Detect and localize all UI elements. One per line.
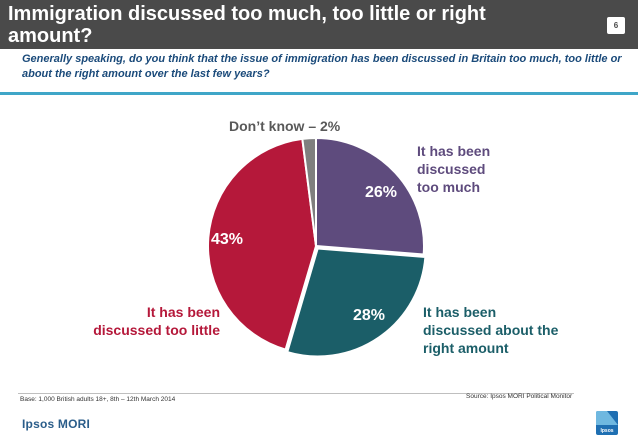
pie-slice xyxy=(286,247,427,358)
slice-label-line: It has been xyxy=(423,304,497,320)
subtitle-bar xyxy=(0,49,638,91)
divider xyxy=(0,92,638,95)
slice-label-line: right amount xyxy=(423,340,509,356)
legend-label-too-much: It has been discussed too much xyxy=(417,142,490,196)
slice-label-line: discussed xyxy=(417,161,486,177)
slice-label-line: It has been xyxy=(146,304,220,320)
slice-value-label: 28% xyxy=(353,307,385,324)
pie-slice xyxy=(315,136,425,256)
page-title: Immigration discussed too much, too litt… xyxy=(8,3,486,47)
legend-label-right-amount: It has been discussed about the right amou… xyxy=(423,303,558,357)
footer-divider xyxy=(18,393,574,394)
slice-label-line: discussed too little xyxy=(93,322,220,338)
pie-slice xyxy=(207,137,318,351)
pie-chart: 26% 28% 43% xyxy=(207,136,427,358)
legend-label-too-little: It has been discussed too little xyxy=(80,303,220,339)
pie-slice xyxy=(301,136,317,247)
brand-logo-text: Ipsos MORI xyxy=(22,417,91,431)
header-bar xyxy=(0,0,638,49)
logo-shape xyxy=(596,411,618,425)
slice-label-line: too much xyxy=(417,179,480,195)
slice-label-line: discussed about the xyxy=(423,322,559,338)
logo-badge-text: Ipsos xyxy=(600,428,614,434)
legend-label-dont-know: Don’t know – 2% xyxy=(229,117,340,135)
source-note: Source: Ipsos MORI Political Monitor xyxy=(466,393,573,400)
slice-label-line: Don’t know – 2% xyxy=(229,118,341,134)
question-text: Generally speaking, do you think that th… xyxy=(22,53,622,80)
brand-logo-badge: Ipsos xyxy=(596,411,618,435)
slice-value-label: 26% xyxy=(365,184,397,201)
base-note: Base: 1,000 British adults 18+, 8th – 12… xyxy=(20,396,176,403)
slice-label-line: It has been xyxy=(417,143,491,159)
page-number: 6 xyxy=(607,17,625,34)
slice-value-label: 43% xyxy=(211,231,243,248)
